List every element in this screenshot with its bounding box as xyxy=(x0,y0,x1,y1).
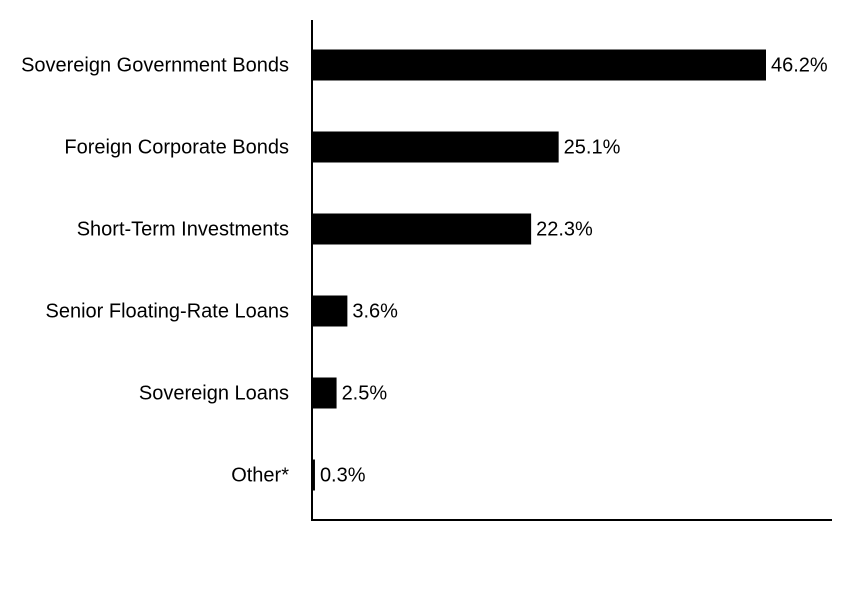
y-tick-label: Sovereign Government Bonds xyxy=(21,54,289,76)
bar xyxy=(312,295,348,327)
y-tick-label: Senior Floating-Rate Loans xyxy=(46,300,289,322)
data-label: 0.3% xyxy=(320,464,366,486)
bar xyxy=(312,213,532,245)
bar xyxy=(312,377,337,409)
data-label: 46.2% xyxy=(771,54,828,76)
y-tick-label: Other* xyxy=(231,464,289,486)
y-tick-label: Sovereign Loans xyxy=(139,382,289,404)
bar xyxy=(312,459,315,491)
y-tick-label: Short-Term Investments xyxy=(77,218,289,240)
data-label: 2.5% xyxy=(342,382,388,404)
bar xyxy=(312,49,766,81)
data-label: 25.1% xyxy=(564,136,621,158)
y-tick-label: Foreign Corporate Bonds xyxy=(64,136,289,158)
data-label: 22.3% xyxy=(536,218,593,240)
data-label: 3.6% xyxy=(352,300,398,322)
bar xyxy=(312,131,559,163)
